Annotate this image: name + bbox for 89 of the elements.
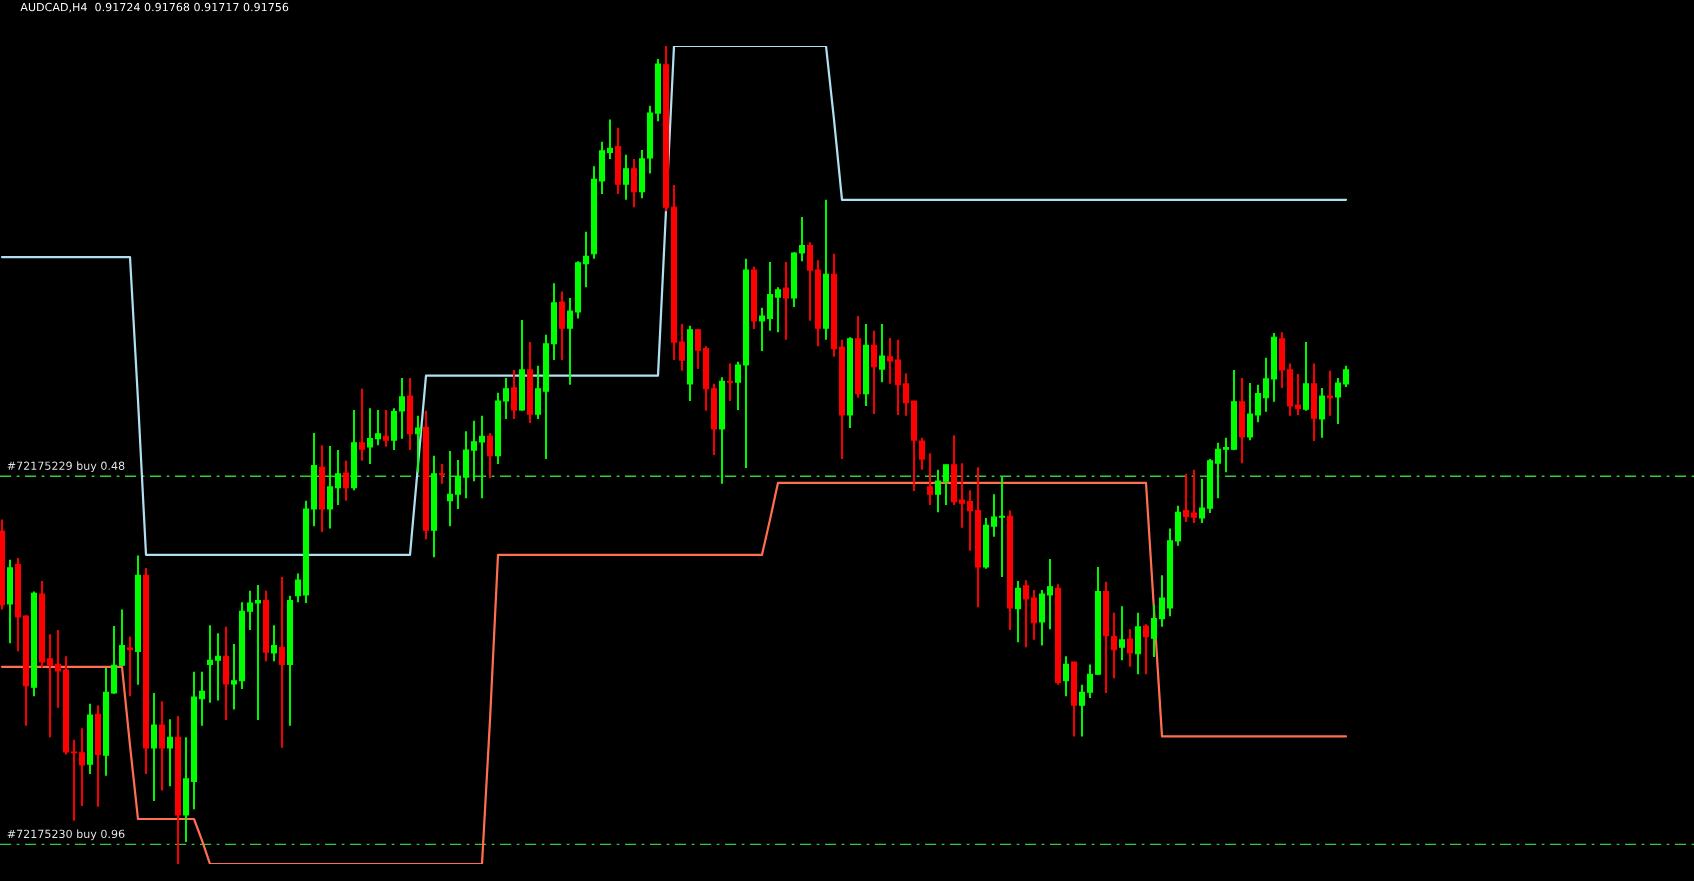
- ref-line-label: #72175230 buy 0.96: [7, 829, 125, 841]
- candlestick: [1158, 574, 1166, 628]
- candlestick: [1046, 557, 1054, 631]
- candlestick: [294, 572, 302, 604]
- candlestick: [118, 608, 126, 668]
- candlestick: [782, 260, 790, 341]
- candlestick: [478, 414, 486, 500]
- candlestick: [502, 377, 510, 420]
- candlestick: [254, 584, 262, 721]
- candlestick: [1022, 579, 1030, 649]
- candlestick: [206, 624, 214, 704]
- ref-line-label: #72175229 buy 0.48: [7, 461, 125, 473]
- candlestick: [1214, 441, 1222, 500]
- candlestick: [1318, 386, 1326, 439]
- candlestick: [334, 449, 342, 506]
- candlestick: [150, 692, 158, 802]
- candlestick: [902, 372, 910, 417]
- candlestick: [1254, 383, 1262, 424]
- candlestick: [918, 436, 926, 471]
- candlestick: [54, 629, 62, 709]
- candlestick: [398, 377, 406, 440]
- candlestick: [622, 153, 630, 201]
- candlestick: [438, 463, 446, 485]
- candlestick: [774, 286, 782, 334]
- candlestick: [766, 260, 774, 332]
- candlestick: [606, 118, 614, 160]
- candlestick: [1222, 436, 1230, 474]
- candlestick: [678, 323, 686, 372]
- candlestick: [246, 589, 254, 632]
- candlestick: [926, 452, 934, 506]
- candlestick: [958, 462, 966, 529]
- candlestick: [382, 409, 390, 448]
- candlestick: [990, 493, 998, 538]
- candlestick: [70, 738, 78, 822]
- candlestick: [326, 445, 334, 530]
- candlestick: [1198, 477, 1206, 524]
- candlestick: [1182, 472, 1190, 524]
- candlestick: [1086, 663, 1094, 699]
- candlestick: [1334, 377, 1342, 425]
- candlestick: [1342, 364, 1350, 389]
- candlestick: [166, 718, 174, 788]
- candlestick: [1294, 373, 1302, 416]
- candlestick: [726, 362, 734, 402]
- candlestick: [798, 215, 806, 263]
- candlestick: [1326, 369, 1334, 417]
- candlestick: [510, 368, 518, 420]
- candlestick: [998, 476, 1006, 578]
- candlestick: [694, 328, 702, 371]
- candlestick: [1118, 605, 1126, 662]
- candlestick: [46, 633, 54, 739]
- candlestick: [1110, 611, 1118, 680]
- candlestick: [366, 407, 374, 465]
- candlestick: [374, 409, 382, 447]
- candlestick: [1062, 655, 1070, 698]
- candlestick: [1262, 356, 1270, 413]
- candlestick: [942, 463, 950, 506]
- candlestick: [934, 468, 942, 514]
- candlestick: [566, 296, 574, 386]
- candlestick: [1126, 628, 1134, 668]
- candlestick: [1014, 580, 1022, 644]
- candlestick: [1246, 382, 1254, 442]
- candlestick: [966, 489, 974, 552]
- candlestick: [126, 635, 134, 698]
- candlestick: [1190, 468, 1198, 524]
- chart-title: AUDCAD,H4 0.91724 0.91768 0.91717 0.91756: [20, 2, 289, 13]
- candlestick: [414, 414, 422, 474]
- candlestick: [270, 624, 278, 663]
- candlestick: [446, 449, 454, 528]
- candlestick: [878, 323, 886, 384]
- candlestick: [886, 337, 894, 385]
- candlestick: [1150, 603, 1158, 659]
- candlestick: [198, 670, 206, 727]
- candlestick: [342, 459, 350, 502]
- candlestick: [1078, 683, 1086, 738]
- candlestick: [78, 727, 86, 807]
- candlestick: [1142, 623, 1150, 676]
- candlestick: [214, 632, 222, 702]
- candlestick: [454, 458, 462, 510]
- candlestick: [758, 306, 766, 353]
- candlestick: [734, 360, 742, 411]
- candlestick: [358, 387, 366, 462]
- candlestick: [230, 642, 238, 711]
- candlestick: [582, 230, 590, 289]
- candlestick: [470, 419, 478, 483]
- candlestick: [486, 431, 494, 479]
- candlestick: [870, 329, 878, 416]
- candlestick: [630, 157, 638, 209]
- candlestick: [278, 575, 286, 749]
- candlestick: [158, 700, 166, 792]
